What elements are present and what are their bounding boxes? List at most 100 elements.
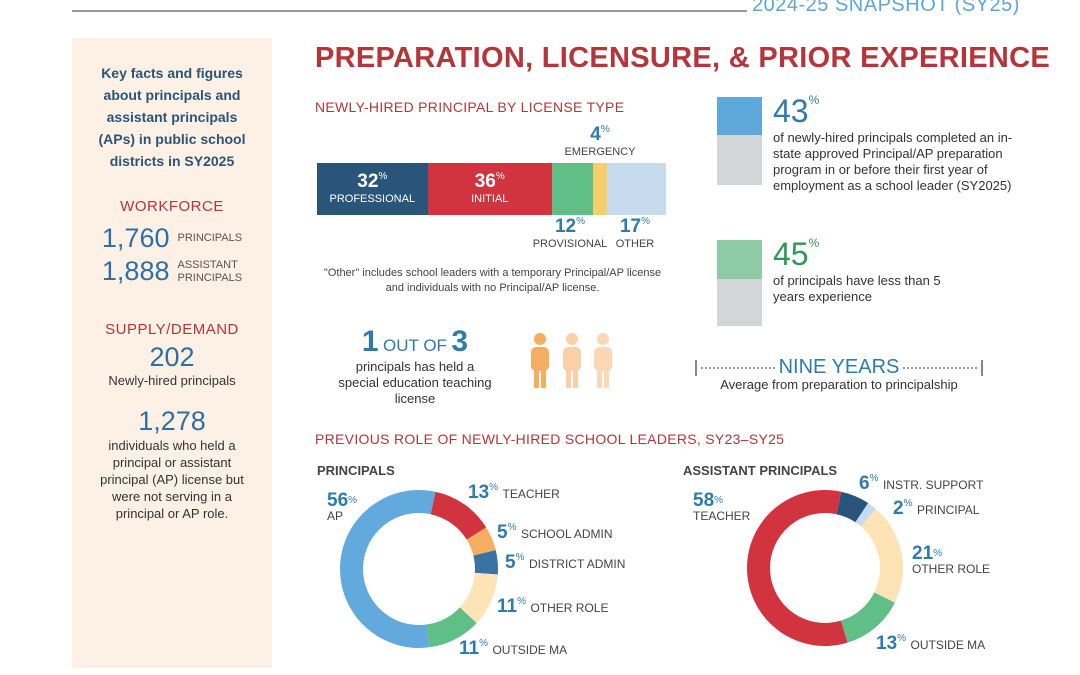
- donut-label: 6% INSTR. SUPPORT: [859, 473, 983, 495]
- donut-category: INSTR. SUPPORT: [882, 478, 984, 492]
- donut-slice-school-admin: [466, 527, 496, 556]
- donut-category: OTHER ROLE: [912, 562, 991, 576]
- dotted-rule: [701, 366, 775, 369]
- donut-category: OTHER ROLE: [530, 601, 609, 615]
- stat1: 43% of newly-hired principals completed …: [773, 93, 1013, 194]
- license-chart-title: NEWLY-HIRED PRINCIPAL BY LICENSE TYPE: [315, 99, 625, 115]
- provisional-caption: PROVISIONAL: [532, 238, 608, 250]
- nine-years-title: NINE YEARS: [778, 356, 900, 378]
- donut-value: 21%: [912, 543, 943, 564]
- donut-value: 56%: [327, 490, 358, 511]
- donut-category: DISTRICT ADMIN: [528, 557, 626, 571]
- donut-slice-other-role: [860, 508, 903, 603]
- nine-years-text: Average from preparation to principalshi…: [720, 377, 958, 392]
- bar-segment-emergency: [593, 163, 608, 215]
- donut-slice-teacher: [430, 491, 487, 540]
- supply-title: SUPPLY/DEMAND: [105, 321, 239, 338]
- stat1-fill: [717, 97, 762, 135]
- bar-caption: PROFESSIONAL: [329, 193, 416, 205]
- person-icon: [594, 333, 612, 388]
- donut-category: SCHOOL ADMIN: [520, 527, 613, 541]
- donut-label: 21% OTHER ROLE: [912, 544, 991, 576]
- bar-value: 36%: [474, 171, 505, 192]
- donut-value: 11%: [497, 596, 526, 617]
- sped-out-of: OUT OF: [383, 336, 447, 355]
- principals-donut-title: PRINCIPALS: [317, 463, 395, 478]
- sped-text: principals has held a special education …: [338, 359, 492, 406]
- donut-value: 6%: [859, 473, 879, 494]
- donut-category: OUTSIDE MA: [910, 638, 986, 652]
- other-caption: OTHER: [615, 238, 655, 250]
- license-count: 1,278: [138, 406, 206, 436]
- stat2-box: [717, 240, 762, 326]
- bar-segment-provisional: [551, 163, 594, 215]
- sped-three: 3: [451, 325, 469, 358]
- bracket-left: [695, 359, 697, 376]
- donut-slice-ap: [339, 490, 436, 648]
- stat2-fill: [717, 240, 762, 279]
- provisional-value: 12: [554, 216, 577, 237]
- donut-slice-outside-ma: [426, 607, 477, 648]
- emergency-value: 4: [590, 124, 601, 145]
- donut-label: 5% SCHOOL ADMIN: [497, 522, 613, 544]
- donut-label: 5% DISTRICT ADMIN: [505, 552, 625, 574]
- donut-label: 2% PRINCIPAL: [893, 498, 979, 520]
- donut-slice-other-role: [459, 572, 498, 624]
- donut-slice-outside-ma: [840, 592, 895, 643]
- bracket-right: [981, 359, 983, 376]
- header-rule: [72, 10, 747, 12]
- donut-category: OUTSIDE MA: [492, 643, 568, 657]
- donut-value: 11%: [459, 638, 488, 659]
- license-label: individuals who held a principal or assi…: [100, 438, 244, 521]
- donut-slice-district-admin: [473, 550, 498, 575]
- aps-label-1: ASSISTANT: [177, 258, 238, 271]
- emergency-label: 4% EMERGENCY: [540, 124, 660, 158]
- stat1-box: [717, 97, 762, 185]
- donut-slice-principal: [855, 503, 876, 527]
- donut-label: 11% OTHER ROLE: [497, 596, 608, 618]
- sidebar: Key facts and figures about principals a…: [72, 38, 272, 668]
- donut-slice-teacher: [746, 489, 848, 646]
- principals-count: 1,760: [101, 223, 170, 253]
- sped-one: 1: [361, 325, 379, 358]
- donut-label: 13% OUTSIDE MA: [876, 633, 985, 655]
- workforce-title: WORKFORCE: [120, 198, 224, 215]
- snapshot-label: 2024-25 SNAPSHOT (SY25): [752, 0, 1020, 16]
- stat1-pct: %: [808, 93, 820, 107]
- donut-label: 11% OUTSIDE MA: [459, 638, 567, 660]
- donut-category: TEACHER: [693, 509, 751, 523]
- person-icon: [563, 333, 581, 388]
- donut-value: 5%: [505, 552, 525, 573]
- new-hired-label: Newly-hired principals: [108, 373, 236, 388]
- bar-segment-professional: 32% PROFESSIONAL: [317, 163, 428, 215]
- sidebar-intro: Key facts and figures about principals a…: [98, 65, 246, 169]
- donut-category: TEACHER: [502, 487, 560, 501]
- principals-label: PRINCIPALS: [177, 232, 243, 244]
- other-value: 17: [619, 216, 642, 237]
- donut-value: 13%: [468, 482, 499, 503]
- new-hired-count: 202: [149, 342, 195, 372]
- stat2-pct: %: [808, 236, 820, 250]
- bar-segment-initial: 36% INITIAL: [427, 163, 552, 215]
- other-label: 17% OTHER: [605, 216, 665, 250]
- ap-donut-title: ASSISTANT PRINCIPALS: [683, 463, 838, 478]
- donut-value: 5%: [497, 522, 517, 543]
- provisional-label: 12% PROVISIONAL: [530, 216, 610, 250]
- donut-slice-instr-support: [836, 491, 869, 523]
- stat2-text: of principals have less than 5 years exp…: [773, 273, 941, 304]
- people-icons: [531, 333, 612, 388]
- bar-value: 32%: [357, 171, 388, 192]
- donut-category: AP: [327, 509, 344, 523]
- emergency-caption: EMERGENCY: [564, 146, 636, 158]
- nine-years: NINE YEARS: [695, 356, 983, 379]
- dotted-rule: [903, 366, 977, 369]
- bar-segment-other: [607, 163, 666, 215]
- stat1-value: 43: [773, 93, 809, 129]
- stat2-value: 45: [773, 236, 809, 272]
- sped-stat: 1 OUT OF 3 principals has held a special…: [335, 325, 495, 407]
- stat2: 45% of principals have less than 5 years…: [773, 236, 973, 305]
- license-note: "Other" includes school leaders with a t…: [323, 267, 662, 294]
- license-stacked-bar: 32% PROFESSIONAL 36% INITIAL: [317, 163, 666, 215]
- donut-value: 13%: [876, 633, 907, 654]
- donut-category: PRINCIPAL: [916, 503, 980, 517]
